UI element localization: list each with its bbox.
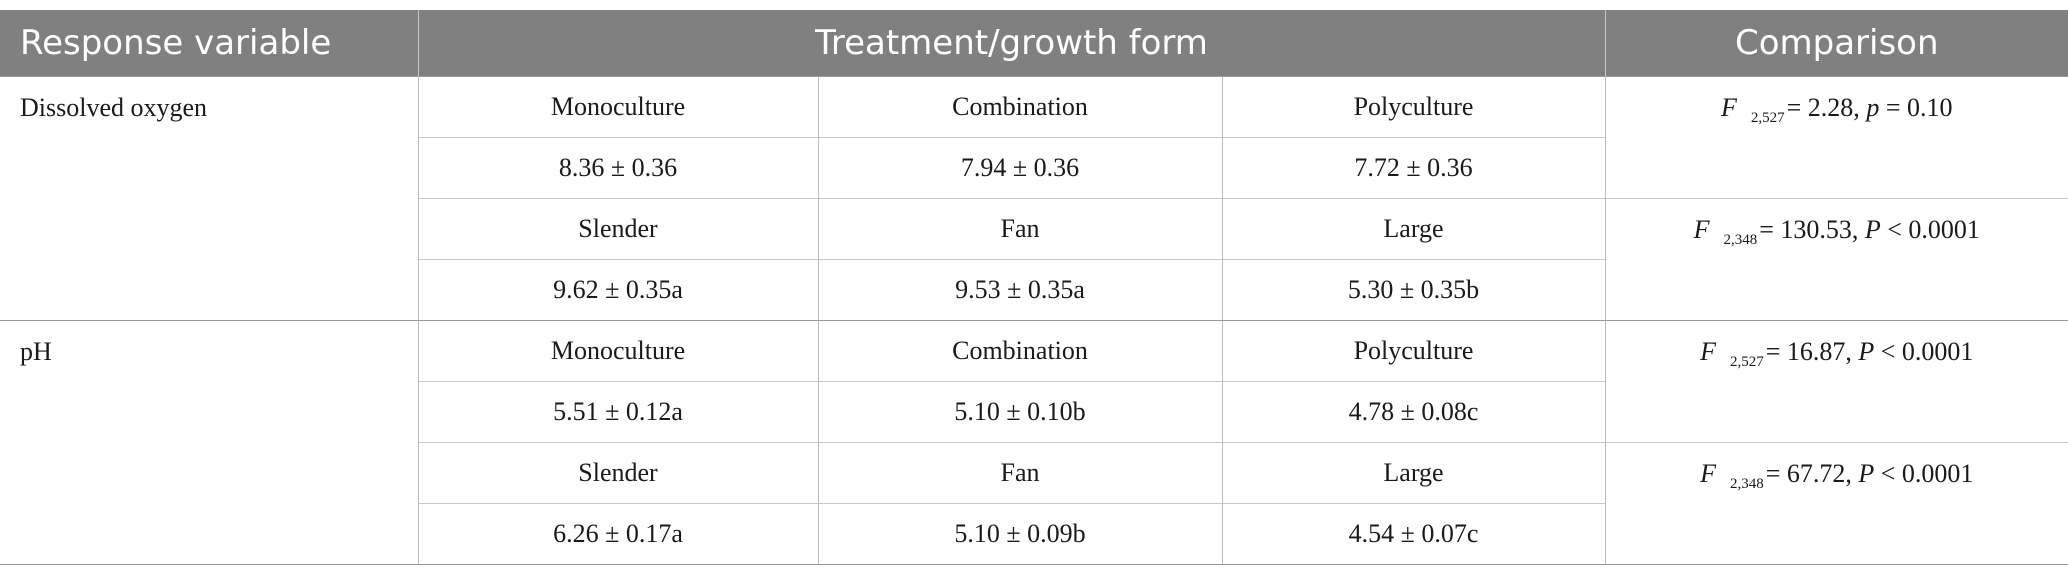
growth-form-label: Fan <box>817 198 1222 260</box>
stat-f: F <box>1700 337 1716 366</box>
stat-p-value: < 0.0001 <box>1880 215 1980 244</box>
header-row: Response variable Treatment/growth form … <box>0 10 2068 77</box>
treatment-label: Polyculture <box>1221 76 1605 138</box>
stat-df: 2,348 <box>1723 232 1758 248</box>
growth-form-label: Large <box>1221 198 1605 260</box>
treatment-label: Combination <box>817 320 1222 382</box>
stat-df: 2,527 <box>1750 110 1785 126</box>
treatment-value: 5.10 ± 0.10b <box>817 381 1222 443</box>
stat-value: = 67.72, <box>1765 459 1859 488</box>
stat-value: = 130.53, <box>1759 215 1865 244</box>
table-row: Dissolved oxygen Monoculture Combination… <box>0 76 2068 321</box>
stat-p: P <box>1858 337 1875 366</box>
growth-form-value: 5.10 ± 0.09b <box>817 503 1222 565</box>
growth-form-value: 5.30 ± 0.35b <box>1221 259 1605 321</box>
table-row: Slender Fan Large F 2,348= 130.53, P < 0.… <box>0 198 2068 321</box>
table-row: 8.36 ± 0.36 7.94 ± 0.36 7.72 ± 0.36 <box>0 137 2068 199</box>
header-treatment-growth-form: Treatment/growth form <box>417 10 1605 77</box>
response-variable-cell: pH <box>0 320 418 565</box>
stat-p-value: < 0.0001 <box>1874 337 1974 366</box>
treatment-value: 7.72 ± 0.36 <box>1221 137 1605 199</box>
results-table-container: Response variable Treatment/growth form … <box>0 10 2068 565</box>
comparison-stat: F 2,527= 2.28, p = 0.10 <box>1604 76 2068 199</box>
header-response-variable: Response variable <box>0 10 418 77</box>
comparison-stat: F 2,348= 130.53, P < 0.0001 <box>1604 198 2068 321</box>
comparison-stat: F 2,348= 67.72, P < 0.0001 <box>1604 442 2068 565</box>
table-row: Slender Fan Large F 2,348= 67.72, P < 0.0… <box>0 442 2068 565</box>
stat-p-value: < 0.0001 <box>1874 459 1974 488</box>
stat-f: F <box>1700 459 1716 488</box>
table-row: 6.26 ± 0.17a 5.10 ± 0.09b 4.54 ± 0.07c <box>0 503 2068 565</box>
growth-form-value: 6.26 ± 0.17a <box>417 503 818 565</box>
treatment-value: 7.94 ± 0.36 <box>817 137 1222 199</box>
stat-p-value: = 0.10 <box>1879 93 1953 122</box>
comparison-stat: F 2,527= 16.87, P < 0.0001 <box>1604 320 2068 443</box>
table-row: 5.51 ± 0.12a 5.10 ± 0.10b 4.78 ± 0.08c <box>0 381 2068 443</box>
table-row: 9.62 ± 0.35a 9.53 ± 0.35a 5.30 ± 0.35b <box>0 259 2068 321</box>
treatment-value: 8.36 ± 0.36 <box>417 137 818 199</box>
header-comparison: Comparison <box>1604 10 2068 77</box>
stat-p: P <box>1864 215 1881 244</box>
growth-form-value: 4.54 ± 0.07c <box>1221 503 1605 565</box>
treatment-value: 4.78 ± 0.08c <box>1221 381 1605 443</box>
stat-value: = 2.28, <box>1786 93 1867 122</box>
growth-form-value: 9.62 ± 0.35a <box>417 259 818 321</box>
growth-form-label: Slender <box>417 198 818 260</box>
response-variable-cell: Dissolved oxygen <box>0 76 418 321</box>
treatment-value: 5.51 ± 0.12a <box>417 381 818 443</box>
treatment-label: Combination <box>817 76 1222 138</box>
results-table: Response variable Treatment/growth form … <box>0 10 2068 565</box>
growth-form-label: Slender <box>417 442 818 504</box>
table-row: pH Monoculture Combination Polyculture F… <box>0 320 2068 565</box>
stat-value: = 16.87, <box>1765 337 1859 366</box>
treatment-label: Monoculture <box>417 320 818 382</box>
treatment-label: Polyculture <box>1221 320 1605 382</box>
treatment-label: Monoculture <box>417 76 818 138</box>
growth-form-label: Large <box>1221 442 1605 504</box>
stat-df: 2,348 <box>1729 476 1764 492</box>
stat-f: F <box>1693 215 1710 244</box>
growth-form-label: Fan <box>817 442 1222 504</box>
stat-p: p <box>1866 93 1880 122</box>
stat-p: P <box>1858 459 1875 488</box>
growth-form-value: 9.53 ± 0.35a <box>817 259 1222 321</box>
stat-f: F <box>1721 93 1737 122</box>
stat-df: 2,527 <box>1729 354 1764 370</box>
